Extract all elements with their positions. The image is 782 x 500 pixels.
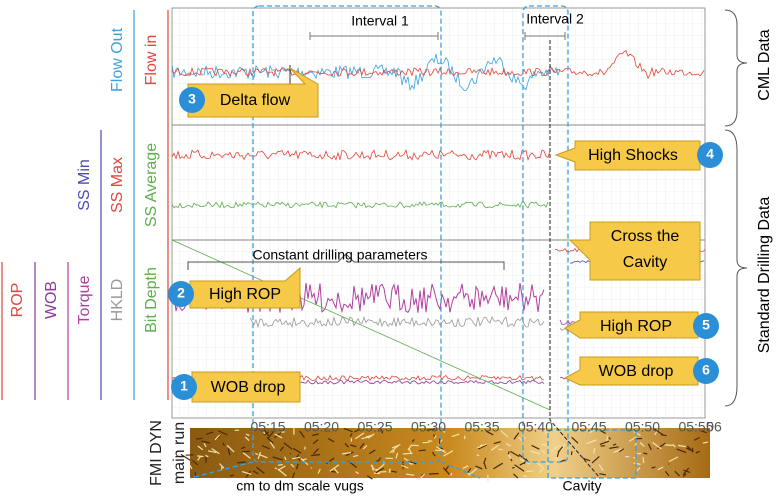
callout-label: High Shocks [588,147,678,164]
time-tick-label: 05:15 [250,419,285,435]
callout-number: 3 [188,91,196,107]
callout-label: High ROP [209,286,281,303]
texture [278,465,283,466]
note: Constant drilling parameters [252,247,427,263]
texture [197,456,203,457]
track-label: HKLD [109,279,126,322]
texture [423,442,430,443]
track-label: SS Max [109,157,126,213]
figure: Flow Out Flow in SS Min SS Max SS Averag… [0,0,782,495]
track-label: SS Min [76,159,93,211]
texture [230,475,234,476]
texture [451,473,452,476]
time-tick-label: 05:40 [518,419,553,435]
time-tick-label: 05:25 [357,419,392,435]
texture [428,441,432,442]
note: Cavity [563,478,602,494]
texture [571,451,572,455]
time-tick-label: 05:50 [625,419,660,435]
note: cm to dm scale vugs [236,478,364,494]
time-axis: 05:15 05:20 05:25 05:30 05:35 05:40 05:45 05:50… [250,419,722,435]
callout-box: Cross the Cavity [592,224,698,278]
group-label: CML Data [756,29,773,101]
time-tick-label: 05:45 [571,419,606,435]
texture [389,469,390,473]
track-label: Bit Depth [143,267,160,333]
track-label: FMI DYN [148,420,165,486]
track-label: SS Average [143,143,160,227]
time-tick-label: 05:20 [304,419,339,435]
track-label: Torque [76,275,93,324]
texture [429,474,439,475]
track-labels: Flow Out Flow in SS Min SS Max SS Averag… [2,10,188,486]
time-tick-label: 05:30 [411,419,446,435]
callout-number: 4 [706,146,714,162]
texture [477,455,479,456]
texture [305,447,306,450]
texture [419,450,426,451]
time-tick-label: 05:35 [464,419,499,435]
time-tick-label: 06 [706,419,722,435]
callout-number: 1 [180,378,188,394]
track-label: Flow Out [109,27,126,92]
texture [498,449,502,450]
interval-label: Interval 1 [351,13,409,29]
group-labels: CML Data Standard Drilling Data [725,10,773,406]
track-label: Flow in [143,35,160,86]
callout-number: 6 [702,362,710,378]
texture [435,450,445,451]
group-label: Standard Drilling Data [756,197,773,354]
callout-number: 5 [702,317,710,333]
texture [374,473,380,474]
callout-label: Delta flow [220,92,291,109]
callout-label: Cross the Cavity [592,224,698,276]
interval-label: Interval 2 [526,11,584,27]
track-label: WOB [43,281,60,319]
texture [665,445,673,446]
fmi-image [181,427,710,482]
track-label: main run [171,422,188,484]
callout-label: WOB drop [211,379,286,396]
texture [512,467,514,468]
callout-label: WOB drop [599,363,674,380]
track-label: ROP [9,283,26,318]
callout-number: 2 [177,285,185,301]
callout-label: High ROP [600,318,672,335]
